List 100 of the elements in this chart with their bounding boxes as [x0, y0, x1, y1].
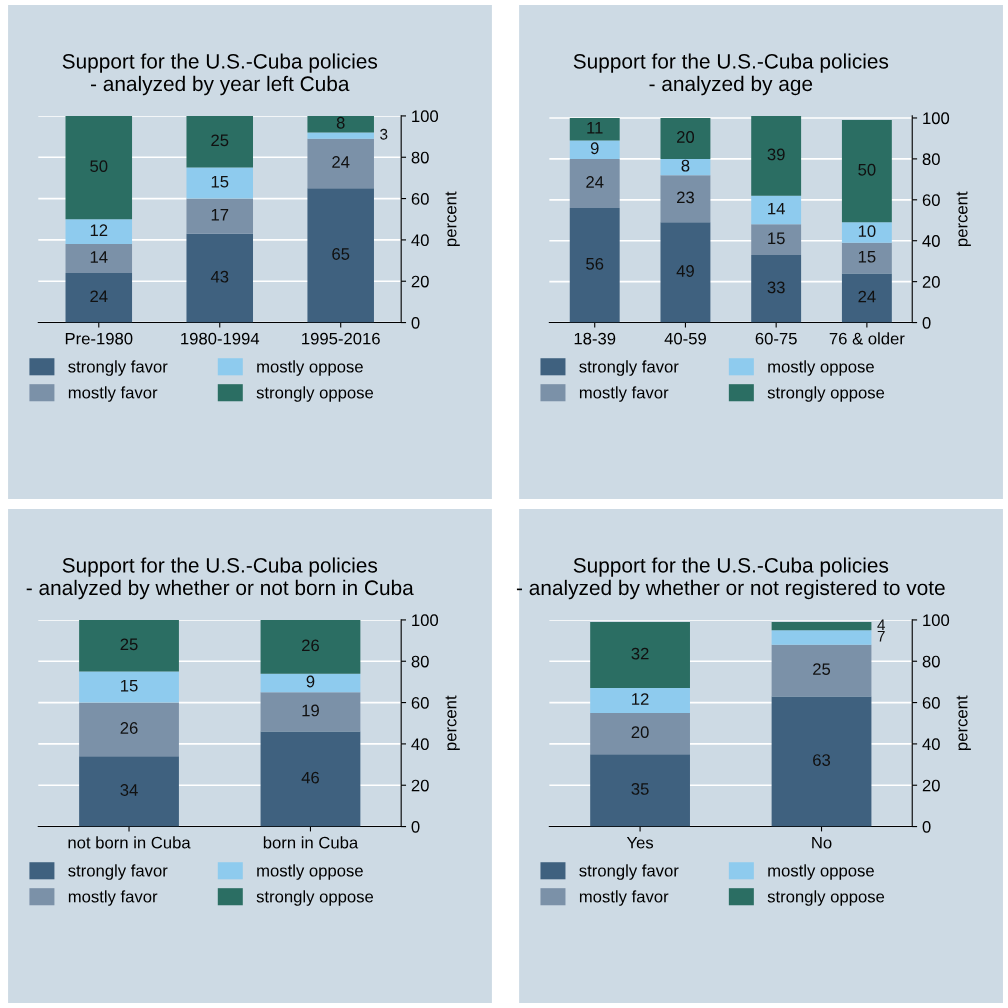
y-tick-label: 0	[411, 316, 420, 329]
bar	[260, 692, 361, 732]
bar	[307, 115, 374, 133]
data-label: 8	[336, 116, 345, 129]
bar	[569, 207, 620, 323]
y-tick-label: 20	[411, 275, 429, 288]
y-tick-label: 40	[411, 738, 429, 751]
bar	[65, 244, 133, 273]
bar	[751, 195, 802, 225]
bar	[660, 175, 711, 223]
data-label: 12	[632, 693, 649, 705]
data-label: 65	[332, 248, 350, 260]
y-tick-label: 80	[411, 655, 429, 668]
bar	[841, 222, 892, 243]
bar	[751, 115, 802, 196]
data-label: 8	[681, 159, 690, 172]
x-tick-label: No	[812, 836, 832, 849]
data-label: 56	[586, 257, 604, 270]
data-label: 50	[858, 163, 876, 176]
x-tick-label: Pre-1980	[65, 332, 133, 345]
bar	[65, 219, 133, 245]
data-label: 33	[767, 281, 785, 294]
data-label: 9	[590, 142, 599, 155]
x-tick-label: born in Cuba	[263, 836, 359, 849]
data-label: 17	[211, 208, 229, 221]
legend-label: mostly oppose	[768, 360, 874, 376]
data-label: 15	[211, 175, 229, 188]
bar	[771, 621, 872, 631]
y-tick-label: 60	[922, 194, 940, 207]
x-tick-label: not born in Cuba	[68, 836, 191, 849]
legend-label: mostly favor	[68, 386, 158, 402]
legend-label: mostly favor	[579, 890, 669, 906]
data-label: 24	[858, 290, 876, 303]
data-label: 20	[677, 131, 695, 143]
data-label: 10	[858, 225, 876, 238]
data-label: 14	[768, 202, 785, 215]
x-tick-label: Yes	[626, 836, 654, 849]
legend-label: mostly oppose	[257, 864, 363, 880]
y-axis-title: percent	[445, 695, 460, 750]
data-label: 25	[813, 663, 831, 676]
data-label: 3	[380, 128, 388, 140]
y-tick-label: 0	[411, 820, 420, 833]
legend-label: strongly favor	[68, 864, 168, 880]
bar	[751, 224, 802, 256]
bar	[260, 619, 361, 674]
chart-title: Support for the U.S.-Cuba policies - analyzed by whether or not born in Cuba	[26, 557, 414, 600]
y-tick-label: 80	[922, 655, 940, 668]
bar	[186, 115, 254, 168]
x-tick-label: 18-39	[574, 332, 616, 345]
data-label: 25	[120, 638, 138, 651]
legend-label: strongly oppose	[256, 386, 374, 402]
y-tick-label: 100	[412, 110, 439, 123]
bar	[771, 644, 872, 697]
bar	[79, 619, 179, 672]
bar	[590, 712, 690, 755]
chart-title: Support for the U.S.-Cuba policies - analyzed by year left Cuba	[62, 53, 378, 96]
bar	[569, 117, 620, 141]
legend-label: mostly favor	[579, 386, 669, 402]
data-label: 12	[90, 224, 108, 236]
bar	[307, 132, 374, 139]
legend-label: strongly oppose	[256, 890, 374, 906]
data-label: 19	[302, 704, 319, 717]
x-tick-label: 40-59	[664, 332, 706, 345]
bar	[307, 188, 374, 323]
y-tick-label: 100	[412, 614, 439, 627]
y-tick-label: 0	[922, 820, 931, 833]
legend-label: strongly favor	[579, 360, 679, 376]
legend-label: mostly oppose	[257, 360, 363, 376]
y-tick-label: 20	[922, 276, 940, 288]
data-label: 11	[587, 122, 603, 134]
bar	[590, 754, 690, 827]
y-tick-label: 0	[922, 316, 931, 329]
y-tick-label: 80	[922, 153, 940, 166]
bar	[569, 158, 620, 208]
data-label: 35	[631, 783, 649, 795]
data-label: 15	[121, 679, 138, 692]
bar	[660, 117, 711, 159]
data-label: 20	[631, 726, 649, 739]
bar	[660, 222, 711, 323]
bar	[841, 120, 892, 223]
x-tick-label: 1980-1994	[181, 332, 260, 345]
bar	[65, 272, 133, 323]
legend-label: strongly favor	[68, 360, 168, 376]
y-tick-label: 60	[922, 696, 940, 709]
bar	[79, 702, 179, 757]
y-tick-label: 80	[411, 151, 429, 164]
data-label: 23	[677, 191, 694, 204]
data-label: 39	[767, 148, 785, 161]
y-tick-label: 100	[923, 112, 950, 125]
y-axis-title: percent	[956, 191, 971, 246]
data-label: 7	[877, 630, 885, 642]
legend-label: mostly favor	[68, 890, 158, 906]
bar	[569, 140, 620, 159]
legend-label: strongly oppose	[767, 386, 885, 402]
bar	[186, 233, 254, 323]
bar	[590, 621, 690, 689]
y-tick-label: 20	[922, 779, 940, 792]
bar	[841, 273, 892, 323]
bar	[79, 671, 179, 703]
data-label: 26	[302, 639, 319, 652]
